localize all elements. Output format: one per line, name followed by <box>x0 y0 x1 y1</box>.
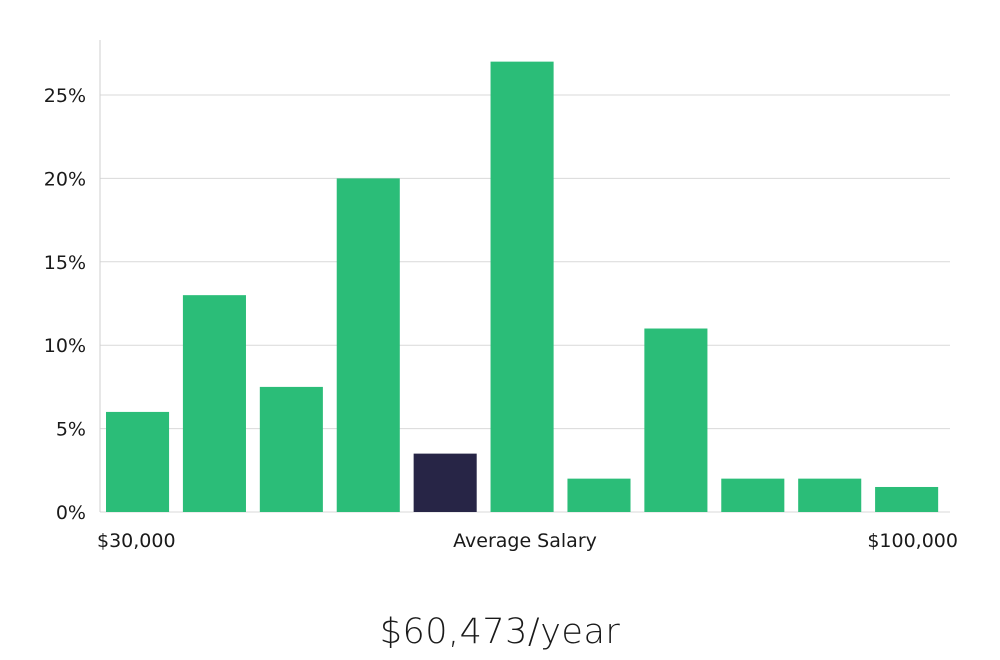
x-axis-average-label: Average Salary <box>453 530 597 552</box>
x-axis-min-label: $30,000 <box>97 530 176 552</box>
y-tick-label: 0% <box>56 502 86 524</box>
y-tick-label: 5% <box>56 419 86 441</box>
average-salary-value: $60,473/year <box>379 612 621 652</box>
histogram-bar <box>721 478 785 512</box>
histogram-bar <box>644 328 708 512</box>
histogram-bar <box>798 478 862 512</box>
salary-histogram-chart: 0% 5% 10% 15% 20% 25% <box>44 40 950 524</box>
histogram-bar <box>336 178 400 512</box>
histogram-bar <box>875 486 939 512</box>
histogram-bar <box>259 386 323 512</box>
histogram-bar <box>106 411 170 512</box>
histogram-bar <box>490 61 554 512</box>
x-axis-max-label: $100,000 <box>867 530 958 552</box>
histogram-bar <box>182 295 246 512</box>
histogram-bar <box>567 478 631 512</box>
y-tick-label: 25% <box>44 85 86 107</box>
y-tick-label: 15% <box>44 252 86 274</box>
bars <box>106 61 939 512</box>
y-axis-tick-labels: 0% 5% 10% 15% 20% 25% <box>44 85 86 524</box>
average-salary-bar <box>413 453 477 512</box>
y-tick-label: 20% <box>44 168 86 190</box>
y-tick-label: 10% <box>44 335 86 357</box>
